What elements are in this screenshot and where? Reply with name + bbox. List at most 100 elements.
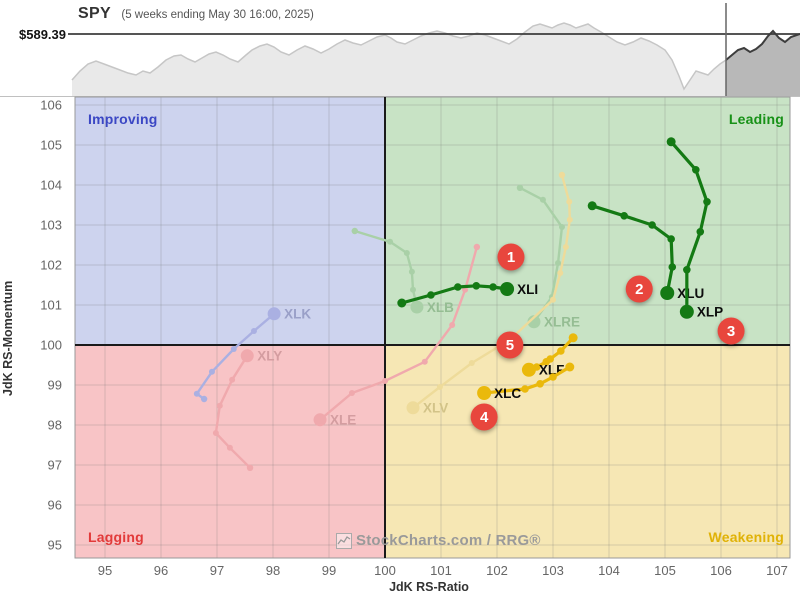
series-XLY-dot[interactable] bbox=[246, 464, 254, 471]
series-XLV-dot[interactable] bbox=[566, 216, 573, 223]
series-XLE-head-dot[interactable] bbox=[313, 413, 327, 427]
series-XLC-dot[interactable] bbox=[565, 362, 575, 372]
annotation-badge-1: 1 bbox=[497, 243, 525, 271]
series-XLK-dot[interactable] bbox=[208, 368, 215, 375]
series-XLV-dot[interactable] bbox=[557, 270, 564, 276]
series-label-XLV[interactable]: XLV bbox=[423, 401, 448, 416]
series-label-XLE[interactable]: XLE bbox=[330, 413, 356, 428]
series-XLK-dot[interactable] bbox=[230, 346, 237, 352]
series-XLF-dot[interactable] bbox=[542, 358, 551, 366]
series-XLE-dot[interactable] bbox=[462, 286, 469, 293]
series-XLU-dot[interactable] bbox=[648, 221, 656, 229]
series-XLB-dot[interactable] bbox=[387, 238, 394, 245]
series-XLRE[interactable]: XLRE bbox=[516, 184, 580, 330]
series-XLI-dot[interactable] bbox=[472, 282, 481, 290]
series-XLU-dot[interactable] bbox=[587, 201, 597, 211]
series-XLRE-dot[interactable] bbox=[555, 260, 562, 266]
series-XLV[interactable]: XLV bbox=[406, 171, 573, 416]
series-XLI-dot[interactable] bbox=[454, 283, 462, 291]
series-XLV-dot[interactable] bbox=[550, 296, 556, 303]
series-XLE-dot[interactable] bbox=[348, 390, 355, 396]
annotation-badge-number: 4 bbox=[480, 409, 489, 426]
series-XLI-head-dot[interactable] bbox=[500, 282, 515, 296]
series-XLU-dot[interactable] bbox=[668, 263, 677, 271]
series-XLV-dot[interactable] bbox=[566, 198, 573, 205]
series-XLC-dot[interactable] bbox=[536, 380, 544, 388]
series-XLB-head-dot[interactable] bbox=[410, 300, 424, 314]
series-label-XLC[interactable]: XLC bbox=[494, 386, 521, 401]
series-XLI-dot[interactable] bbox=[427, 291, 435, 299]
series-XLB-dot[interactable] bbox=[403, 250, 410, 256]
series-XLY-dot[interactable] bbox=[229, 376, 236, 383]
series-XLI-dot[interactable] bbox=[397, 298, 407, 308]
series-label-XLRE[interactable]: XLRE bbox=[544, 315, 580, 330]
series-XLI-dot[interactable] bbox=[489, 283, 497, 291]
series-XLE-dot[interactable] bbox=[421, 358, 428, 365]
series-XLP-dot[interactable] bbox=[703, 198, 711, 206]
series-label-XLP[interactable]: XLP bbox=[697, 305, 723, 320]
series-XLE-dot[interactable] bbox=[473, 243, 481, 251]
series-XLF-dot[interactable] bbox=[568, 333, 578, 343]
series-XLB-dot[interactable] bbox=[410, 286, 416, 293]
series-XLP[interactable]: XLP bbox=[666, 137, 723, 320]
series-XLU-head-dot[interactable] bbox=[660, 286, 675, 300]
series-XLP-dot[interactable] bbox=[666, 137, 676, 147]
quadrant-label-improving: Improving bbox=[88, 111, 158, 127]
series-XLU-dot[interactable] bbox=[667, 235, 675, 243]
series-XLP-dot[interactable] bbox=[692, 166, 700, 174]
series-XLF-dot[interactable] bbox=[557, 347, 565, 355]
series-XLP-dot[interactable] bbox=[683, 266, 691, 274]
annotation-badge-3: 3 bbox=[717, 317, 745, 345]
series-XLV-dot[interactable] bbox=[562, 244, 569, 250]
series-XLU-dot[interactable] bbox=[620, 212, 628, 220]
series-XLRE-dot[interactable] bbox=[558, 224, 565, 230]
x-tick-label: 95 bbox=[98, 563, 112, 578]
series-XLP-dot[interactable] bbox=[696, 228, 705, 236]
series-XLI[interactable]: XLI bbox=[397, 282, 538, 308]
series-XLRE-dot[interactable] bbox=[539, 196, 546, 203]
series-XLE-dot[interactable] bbox=[382, 378, 388, 384]
x-tick-label: 106 bbox=[710, 563, 732, 578]
series-XLV-head-dot[interactable] bbox=[406, 401, 420, 415]
series-XLK-dot[interactable] bbox=[250, 328, 257, 334]
x-tick-label: 104 bbox=[598, 563, 620, 578]
series-XLY-head-dot[interactable] bbox=[240, 349, 254, 363]
series-XLK-dot[interactable] bbox=[193, 390, 200, 397]
series-XLC-head-dot[interactable] bbox=[477, 386, 492, 400]
series-XLB-dot[interactable] bbox=[408, 268, 415, 275]
series-XLP-head-dot[interactable] bbox=[679, 304, 694, 319]
series-XLC-dot[interactable] bbox=[549, 373, 557, 381]
spy-sparkline[interactable] bbox=[0, 3, 800, 97]
series-XLU[interactable]: XLU bbox=[587, 201, 705, 301]
rrg-plot[interactable] bbox=[75, 97, 790, 558]
series-XLE-dot[interactable] bbox=[449, 322, 456, 328]
series-XLY[interactable]: XLY bbox=[212, 349, 282, 471]
series-label-XLB[interactable]: XLB bbox=[427, 300, 454, 315]
series-XLV-dot[interactable] bbox=[436, 384, 443, 390]
series-XLRE-dot[interactable] bbox=[516, 184, 524, 191]
series-XLB[interactable]: XLB bbox=[351, 227, 455, 315]
series-XLK-dot[interactable] bbox=[200, 395, 208, 403]
series-XLK-head-dot[interactable] bbox=[267, 307, 281, 321]
series-XLV-dot[interactable] bbox=[468, 360, 475, 366]
x-tick-label: 97 bbox=[210, 563, 224, 578]
series-XLK[interactable]: XLK bbox=[193, 307, 312, 403]
series-label-XLY[interactable]: XLY bbox=[257, 349, 282, 364]
series-XLE[interactable]: XLE bbox=[313, 243, 481, 428]
series-XLC[interactable]: XLC bbox=[477, 362, 575, 401]
series-XLRE-head-dot[interactable] bbox=[527, 315, 541, 329]
annotation-badge-number: 2 bbox=[635, 281, 643, 298]
series-XLY-dot[interactable] bbox=[226, 444, 233, 451]
series-XLC-dot[interactable] bbox=[521, 385, 529, 393]
y-tick-label: 97 bbox=[48, 458, 62, 473]
series-XLV-dot[interactable] bbox=[558, 171, 566, 179]
series-XLY-dot[interactable] bbox=[212, 430, 219, 436]
series-label-XLU[interactable]: XLU bbox=[677, 286, 704, 301]
series-XLF-head-dot[interactable] bbox=[521, 362, 536, 377]
x-axis-title: JdK RS-Ratio bbox=[389, 580, 469, 594]
series-label-XLI[interactable]: XLI bbox=[517, 282, 538, 297]
series-label-XLK[interactable]: XLK bbox=[284, 307, 311, 322]
series-XLY-dot[interactable] bbox=[216, 402, 223, 409]
series-XLB-dot[interactable] bbox=[351, 227, 358, 235]
